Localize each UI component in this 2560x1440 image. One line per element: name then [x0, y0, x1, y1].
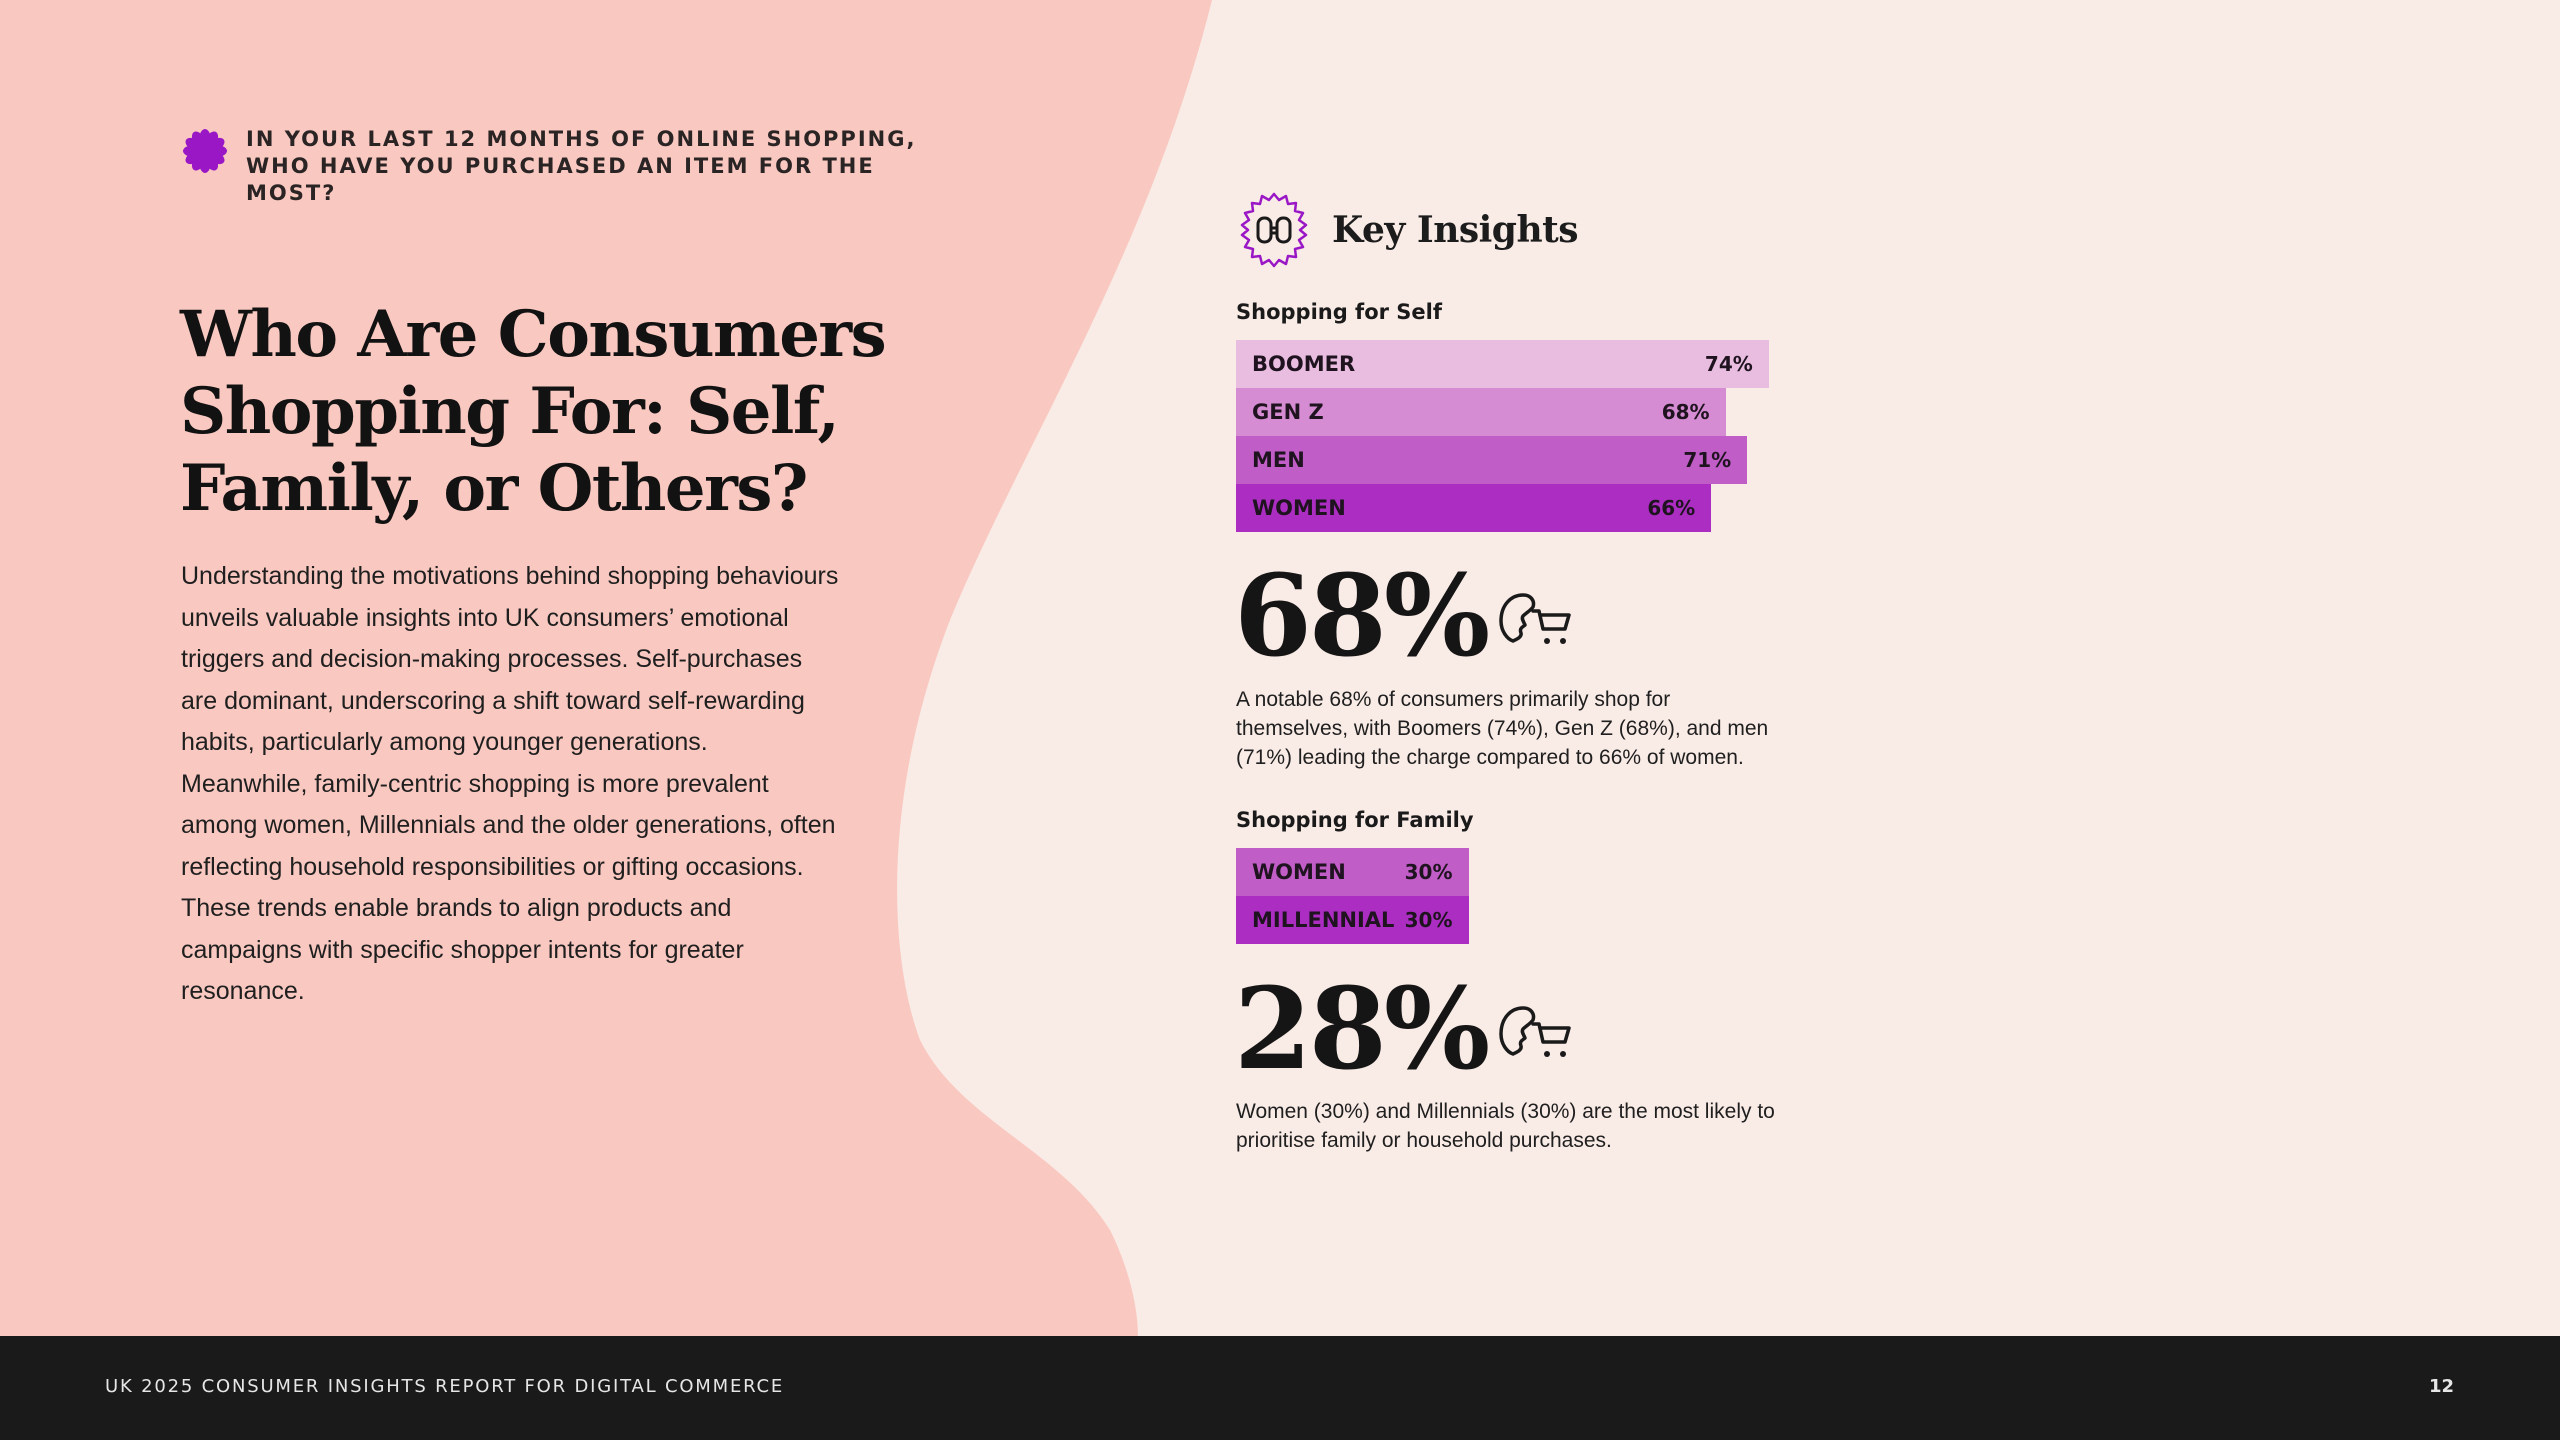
bar-millennial: MILLENNIAL 30%: [1236, 896, 1469, 944]
chart-title-family: Shopping for Family: [1236, 808, 1474, 832]
chart-title-self: Shopping for Self: [1236, 300, 1442, 324]
shopper-cart-icon: [1499, 593, 1572, 644]
page-footer: UK 2025 CONSUMER INSIGHTS REPORT FOR DIG…: [0, 1336, 2560, 1440]
shopper-cart-icon: [1499, 1006, 1572, 1057]
stat-family-description: Women (30%) and Millennials (30%) are th…: [1236, 1100, 1775, 1152]
stat-family-value: 28%: [1234, 964, 1490, 1095]
bar-value-label: 68%: [1661, 400, 1710, 424]
bar-value-label: 74%: [1704, 352, 1753, 376]
bar-label: GEN Z: [1252, 400, 1324, 424]
intro-paragraph: Understanding the motivations behind sho…: [181, 562, 839, 1005]
survey-question: IN YOUR LAST 12 MONTHS OF ONLINE SHOPPIN…: [180, 126, 966, 207]
bar-label: WOMEN: [1252, 496, 1346, 520]
stat-self-description: A notable 68% of consumers primarily sho…: [1236, 688, 1769, 769]
bar-value-label: 30%: [1404, 860, 1453, 884]
flower-burst-icon: [183, 129, 227, 173]
bar-value-label: 71%: [1683, 448, 1732, 472]
bar-value-label: 66%: [1647, 496, 1696, 520]
survey-question-text: IN YOUR LAST 12 MONTHS OF ONLINE SHOPPIN…: [246, 127, 917, 205]
key-insights-title: Key Insights: [1332, 209, 1579, 251]
bar-women: WOMEN 30%: [1236, 848, 1469, 896]
bar-men: MEN 71%: [1236, 436, 1748, 484]
page-headline: Who Are Consumers Shopping For: Self, Fa…: [180, 297, 887, 526]
bar-label: WOMEN: [1252, 860, 1346, 884]
key-insights-header: Key Insights: [1234, 190, 1579, 270]
bar-boomer: BOOMER 74%: [1236, 340, 1769, 388]
report-title: UK 2025 CONSUMER INSIGHTS REPORT FOR DIG…: [105, 1376, 785, 1397]
bar-chart-family: WOMEN 30% MILLENNIAL 30%: [1236, 848, 1469, 944]
bar-value-label: 30%: [1404, 908, 1453, 932]
bar-label: MILLENNIAL: [1252, 908, 1395, 932]
page-number: 12: [2428, 1376, 2454, 1397]
bar-label: BOOMER: [1252, 352, 1356, 376]
stat-self: 68%: [1234, 551, 1575, 682]
stat-family: 28%: [1234, 964, 1575, 1095]
bar-chart-self: BOOMER 74% GEN Z 68% MEN 71% WOMEN 66%: [1236, 340, 1769, 532]
binoculars-badge-icon: [1240, 192, 1308, 268]
stat-self-value: 68%: [1234, 551, 1490, 682]
bar-label: MEN: [1252, 448, 1305, 472]
bar-gen-z: GEN Z 68%: [1236, 388, 1726, 436]
bar-women: WOMEN 66%: [1236, 484, 1712, 532]
pink-background-panel: [0, 0, 1212, 1336]
